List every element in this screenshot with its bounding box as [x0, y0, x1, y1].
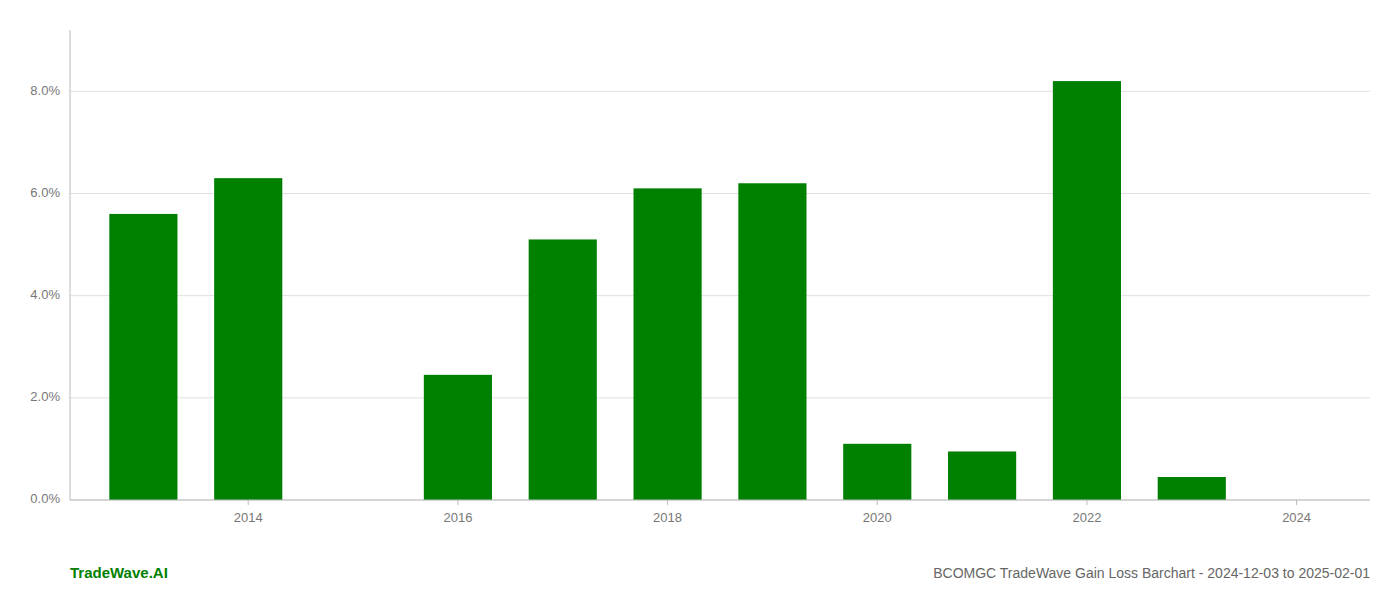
y-tick-label: 4.0%	[30, 287, 60, 302]
bar: 2021: 0.0095	[948, 451, 1016, 500]
y-tick-label: 6.0%	[30, 185, 60, 200]
x-tick-mark	[248, 500, 249, 505]
x-tick-label: 2016	[443, 510, 472, 525]
bar: 2013: 0.056	[109, 214, 177, 500]
bar: 2016: 0.0245	[424, 375, 492, 500]
chart-container: 0.0% 2.0% 4.0% 6.0% 8.0% 2013: 0.056 2014: 0.0…	[0, 0, 1400, 600]
x-ticks: 2014 2016 2018 2020 2022 2024	[234, 500, 1311, 525]
watermark: TradeWave.AI	[70, 564, 168, 581]
grid-line	[70, 91, 1370, 92]
chart-svg: 0.0% 2.0% 4.0% 6.0% 8.0% 2013: 0.056 2014: 0.0…	[0, 0, 1400, 600]
x-axis-line	[70, 500, 1370, 501]
bar: 2022: 0.082	[1053, 81, 1121, 500]
x-tick-label: 2022	[1072, 510, 1101, 525]
bar: 2019: 0.062	[738, 183, 806, 500]
y-tick-label: 0.0%	[30, 491, 60, 506]
x-tick-mark	[457, 500, 458, 505]
x-tick-label: 2024	[1282, 510, 1311, 525]
chart-title: BCOMGC TradeWave Gain Loss Barchart - 20…	[933, 565, 1370, 581]
x-tick-mark	[667, 500, 668, 505]
x-tick-mark	[1086, 500, 1087, 505]
y-ticks: 0.0% 2.0% 4.0% 6.0% 8.0%	[30, 83, 60, 507]
bar: 2014: 0.063	[214, 178, 282, 500]
y-grid	[70, 91, 1370, 500]
x-tick-label: 2020	[863, 510, 892, 525]
bar: 2017: 0.051	[529, 239, 597, 500]
x-tick-mark	[1296, 500, 1297, 505]
grid-line	[70, 500, 1370, 501]
bars: 2013: 0.056 2014: 0.063 2016: 0.0245 2017: …	[109, 81, 1226, 500]
bar: 2018: 0.061	[634, 188, 702, 500]
x-tick-label: 2014	[234, 510, 263, 525]
x-tick-mark	[877, 500, 878, 505]
x-tick-label: 2018	[653, 510, 682, 525]
y-tick-label: 2.0%	[30, 389, 60, 404]
bar: 2020: 0.011	[843, 444, 911, 500]
bar: 2023: 0.0045	[1158, 477, 1226, 500]
y-axis-line	[70, 30, 71, 500]
y-tick-label: 8.0%	[30, 83, 60, 98]
